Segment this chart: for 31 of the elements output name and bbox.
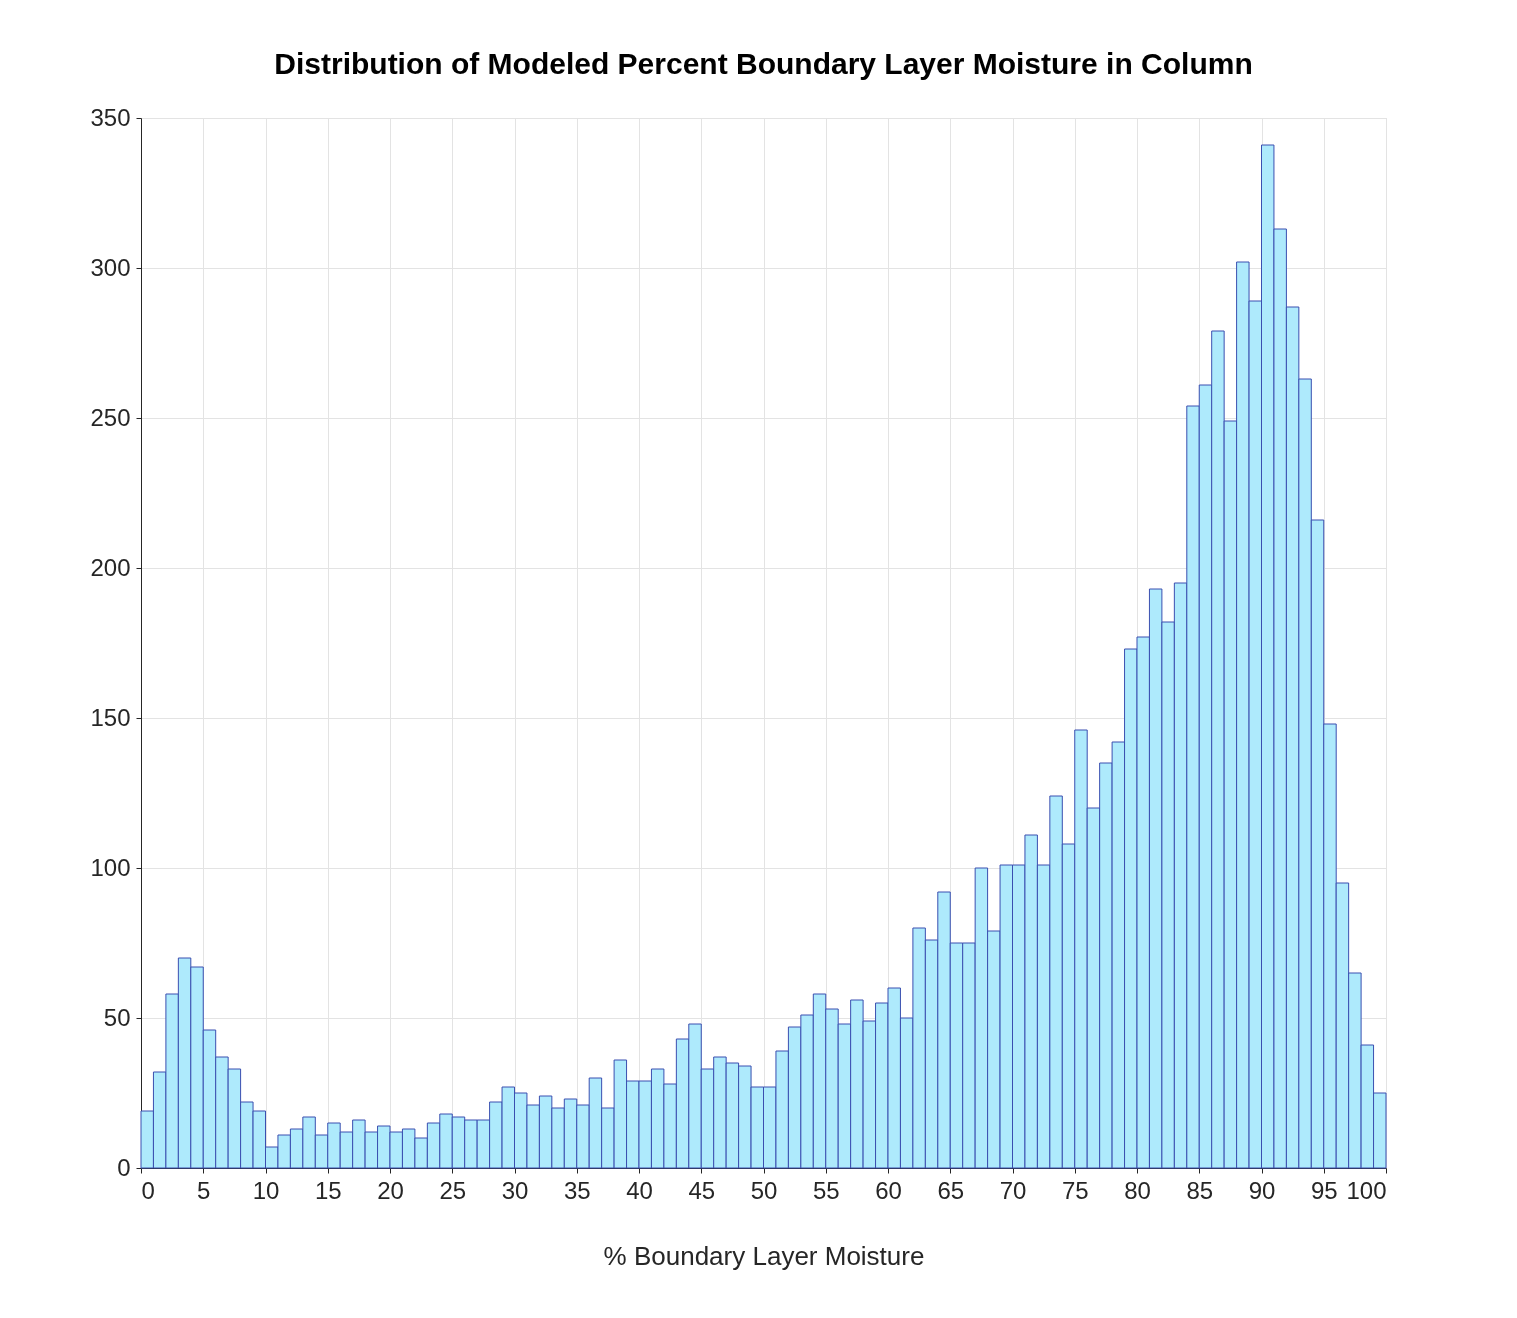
y-tick-label: 200	[90, 553, 131, 581]
x-tick-label: 35	[563, 1176, 591, 1204]
x-tick-label: 25	[439, 1176, 467, 1204]
x-tick-label: 5	[197, 1176, 211, 1204]
x-tick-label: 55	[812, 1176, 840, 1204]
y-tick-label: 50	[103, 1003, 131, 1031]
x-tick-label: 65	[937, 1176, 965, 1204]
y-tick-label: 300	[90, 253, 131, 281]
x-tick-label: 75	[1061, 1176, 1089, 1204]
x-tick-label: 0	[141, 1176, 155, 1204]
y-tick-label: 350	[90, 103, 131, 131]
y-tick-label: 100	[90, 853, 131, 881]
x-tick-label: 90	[1248, 1176, 1276, 1204]
x-tick-label: 30	[501, 1176, 529, 1204]
x-tick-label: 15	[314, 1176, 342, 1204]
x-tick-label: 100	[1346, 1176, 1387, 1204]
x-tick-label: 50	[750, 1176, 778, 1204]
x-tick-label: 70	[999, 1176, 1027, 1204]
y-tick-label: 250	[90, 403, 131, 431]
y-tick-label: 150	[90, 703, 131, 731]
x-axis-title: % Boundary Layer Moisture	[603, 1240, 925, 1271]
x-tick-label: 80	[1124, 1176, 1151, 1204]
x-tick-label: 85	[1186, 1176, 1214, 1204]
x-tick-label: 95	[1310, 1176, 1338, 1204]
x-tick-label: 45	[688, 1176, 716, 1204]
x-tick-label: 10	[252, 1176, 280, 1204]
x-tick-label: 60	[875, 1176, 902, 1204]
x-tick-label: 20	[377, 1176, 404, 1204]
chart-title: Distribution of Modeled Percent Boundary Layer Moisture in Column	[274, 47, 1253, 80]
y-tick-label: 0	[117, 1153, 131, 1181]
x-tick-label: 40	[626, 1176, 653, 1204]
